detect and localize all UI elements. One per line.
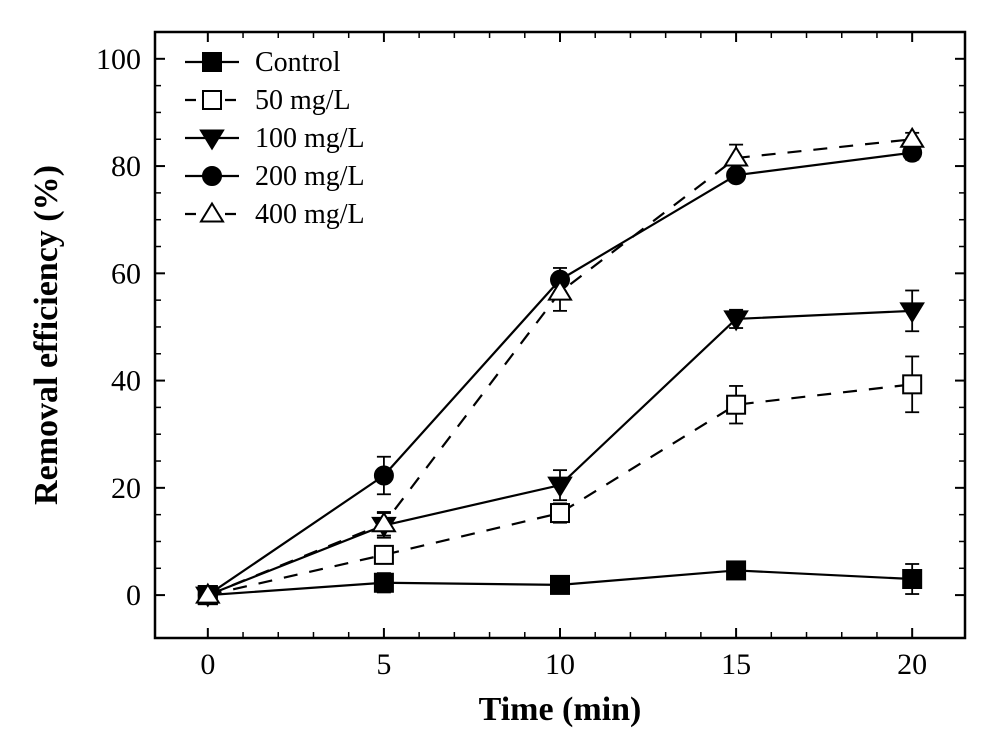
y-tick-label: 100 (96, 43, 141, 76)
marker-circle (203, 167, 221, 185)
y-tick-label: 80 (111, 150, 141, 183)
chart-container: 0 5 10 15 20 0 20 40 60 80 100 Time (min) Removal ef… (0, 0, 1000, 750)
y-axis-label: Removal efficiency (%) (28, 165, 65, 505)
marker-tri-up (201, 204, 223, 222)
marker-tri-down (901, 303, 923, 321)
marker-square (903, 570, 921, 588)
marker-square (203, 53, 221, 71)
marker-square (551, 576, 569, 594)
marker-circle (727, 166, 745, 184)
x-tick-label: 0 (200, 648, 215, 681)
legend-label: 50 mg/L (255, 85, 351, 116)
x-tick-label: 20 (897, 648, 927, 681)
legend-label: 100 mg/L (255, 123, 365, 154)
marker-square (375, 574, 393, 592)
legend-label: Control (255, 47, 341, 78)
marker-circle (375, 467, 393, 485)
marker-square (727, 561, 745, 579)
x-tick-label: 15 (721, 648, 751, 681)
x-tick-label: 10 (545, 648, 575, 681)
legend: Control 50 mg/L 100 mg/L 200 mg/L 400 mg/L (185, 47, 365, 230)
marker-square (551, 504, 569, 522)
marker-square (903, 375, 921, 393)
x-axis-label: Time (min) (479, 691, 642, 728)
y-tick-label: 20 (111, 472, 141, 505)
marker-tri-up (901, 129, 923, 147)
error-bars (377, 133, 919, 594)
marker-square (727, 396, 745, 414)
y-tick-label: 60 (111, 257, 141, 290)
y-tick-label: 40 (111, 365, 141, 398)
marker-tri-down (201, 131, 223, 149)
x-tick-label: 5 (376, 648, 391, 681)
removal-efficiency-chart: 0 5 10 15 20 0 20 40 60 80 100 Time (min) Removal ef… (0, 0, 1000, 750)
legend-label: 400 mg/L (255, 199, 365, 230)
legend-label: 200 mg/L (255, 161, 365, 192)
marker-square (375, 546, 393, 564)
y-tick-label: 0 (126, 579, 141, 612)
marker-square (203, 91, 221, 109)
